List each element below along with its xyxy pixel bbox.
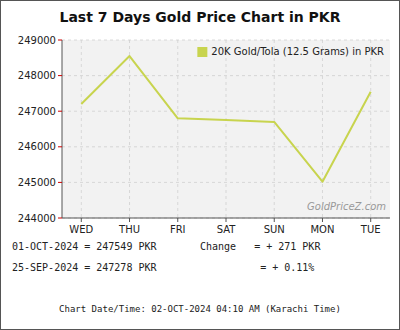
- info-text: Change = + 271 PKR: [200, 241, 321, 252]
- line: [81, 56, 370, 182]
- y-tick-label: 249000: [18, 35, 56, 46]
- y-tick: [58, 146, 62, 147]
- y-tick-label: 244000: [18, 213, 56, 224]
- x-tick: [177, 218, 178, 222]
- x-tick-label: MON: [310, 224, 334, 235]
- y-axis: [62, 40, 63, 218]
- plot-background: [62, 40, 390, 218]
- series-group: [81, 56, 370, 182]
- y-tick-label: 246000: [18, 141, 56, 152]
- x-tick-label: SUN: [264, 224, 285, 235]
- border: [1, 1, 400, 330]
- grid-line: [226, 40, 227, 218]
- info-text: 25-SEP-2024 = 247278 PKR: [12, 262, 157, 273]
- grid-line: [62, 182, 390, 183]
- y-tick: [58, 182, 62, 183]
- x-tick-label: TUE: [360, 224, 381, 235]
- y-tick: [58, 75, 62, 76]
- grid-line: [322, 40, 323, 218]
- y-tick: [58, 111, 62, 112]
- y-tick: [58, 218, 62, 219]
- footer: Chart Date/Time: 02-OCT-2024 04:10 AM (K…: [59, 304, 341, 314]
- legend-swatch: [197, 47, 207, 57]
- x-tick: [322, 218, 323, 222]
- grid-line: [129, 40, 130, 218]
- grid-line: [177, 40, 178, 218]
- x-tick-label: SAT: [217, 224, 237, 235]
- y-tick-label: 245000: [18, 177, 56, 188]
- x-tick: [370, 218, 371, 222]
- title: Last 7 Days Gold Price Chart in PKR: [60, 9, 341, 25]
- info-text: 01-OCT-2024 = 247549 PKR: [12, 241, 157, 252]
- grid-line: [62, 111, 390, 112]
- info-text: = + 0.11%: [200, 262, 314, 273]
- chart: Last 7 Days Gold Price Chart in PKR 24400…: [0, 0, 400, 330]
- grid: [62, 40, 390, 218]
- x-tick: [129, 218, 130, 222]
- x-tick-label: WED: [69, 224, 93, 235]
- legend-label: 20K Gold/Tola (12.5 Grams) in PKR: [211, 46, 384, 57]
- x-tick: [81, 218, 82, 222]
- chart-container: Last 7 Days Gold Price Chart in PKR 24400…: [0, 0, 400, 330]
- x-tick: [226, 218, 227, 222]
- watermark: GoldPriceZ.com: [307, 201, 386, 212]
- grid-line: [81, 40, 82, 218]
- y-tick-label: 247000: [18, 106, 56, 117]
- x-tick: [274, 218, 275, 222]
- grid-line: [274, 40, 275, 218]
- y-tick-label: 248000: [18, 70, 56, 81]
- legend: 20K Gold/Tola (12.5 Grams) in PKR: [197, 46, 384, 57]
- x-tick-label: THU: [118, 224, 140, 235]
- x-tick-label: FRI: [170, 224, 186, 235]
- y-tick: [58, 40, 62, 41]
- grid-line: [370, 40, 371, 218]
